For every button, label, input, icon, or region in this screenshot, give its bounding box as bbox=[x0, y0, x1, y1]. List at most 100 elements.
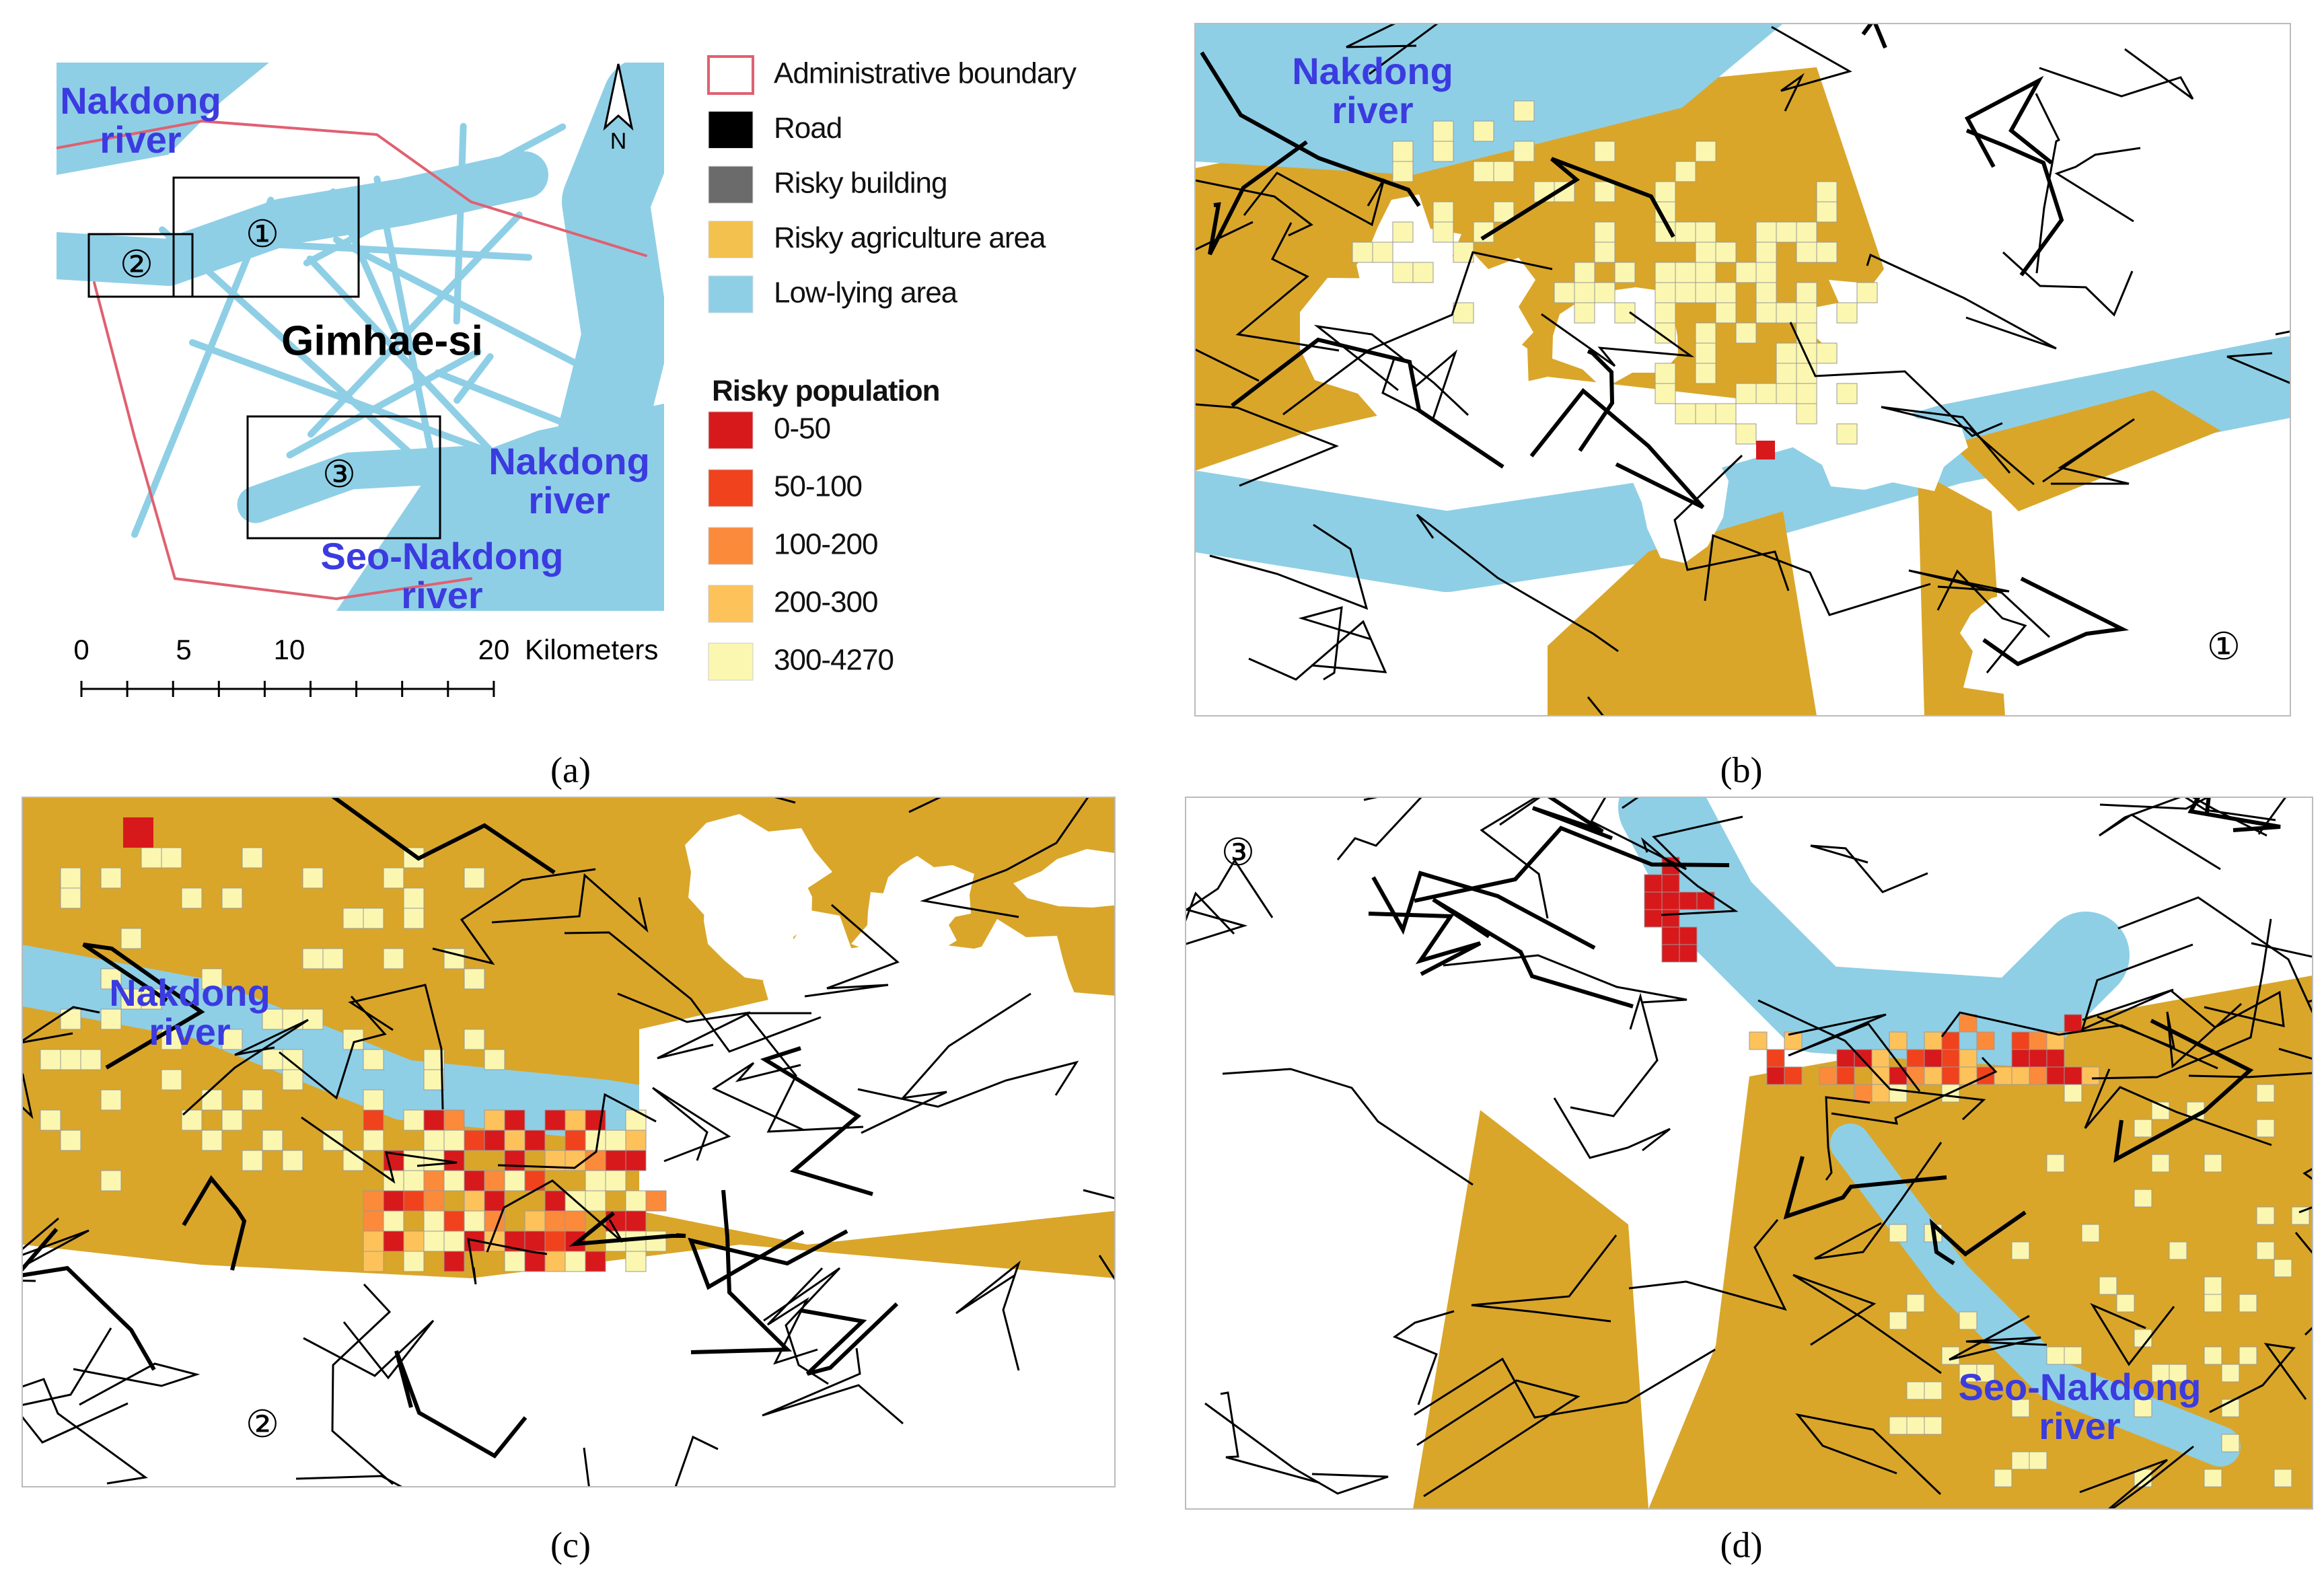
grid-cell bbox=[1796, 242, 1817, 263]
grid-cell bbox=[2221, 1399, 2240, 1418]
road bbox=[2079, 1445, 2194, 1509]
grid-cell bbox=[1594, 141, 1615, 162]
legend-swatch bbox=[708, 165, 754, 204]
grid-cell bbox=[1906, 1066, 1925, 1085]
road bbox=[1825, 1096, 1871, 1181]
grid-cell bbox=[221, 887, 243, 909]
grid-cell bbox=[1735, 322, 1757, 344]
grid-cell bbox=[1959, 1049, 1977, 1068]
road bbox=[1949, 1315, 2047, 1361]
panel-frame bbox=[1194, 23, 2291, 716]
grid-cell bbox=[443, 1130, 465, 1151]
river bbox=[286, 348, 482, 459]
road bbox=[1195, 348, 1260, 382]
grid-cell bbox=[80, 1049, 102, 1070]
grid-cell bbox=[2011, 1241, 2030, 1260]
grid-cell bbox=[1836, 1066, 1855, 1085]
map-label: river bbox=[528, 479, 610, 521]
grid-cell bbox=[1695, 262, 1716, 283]
grid-cell bbox=[1856, 282, 1878, 303]
grid-cell bbox=[2134, 1119, 2152, 1138]
road bbox=[804, 904, 900, 998]
grid-cell bbox=[1755, 221, 1777, 243]
road bbox=[1640, 837, 1739, 916]
grid-cell bbox=[1889, 1311, 1908, 1330]
grid-cell bbox=[2134, 1189, 2152, 1208]
grid-cell bbox=[403, 1170, 425, 1191]
grid-cell bbox=[565, 1230, 586, 1252]
zone-number: ② bbox=[246, 1403, 279, 1446]
grid-cell bbox=[1715, 403, 1737, 425]
caption: (a) bbox=[550, 749, 591, 790]
map-label: river bbox=[100, 118, 181, 161]
grid-cell bbox=[2011, 1451, 2030, 1470]
panel-frame bbox=[1185, 797, 2313, 1510]
road bbox=[301, 1116, 458, 1184]
grid-cell bbox=[524, 1251, 546, 1272]
river bbox=[203, 237, 533, 261]
grid-cell bbox=[1924, 1416, 1942, 1435]
road bbox=[2054, 147, 2141, 223]
grid-cell bbox=[1655, 181, 1676, 203]
road bbox=[1965, 128, 2064, 277]
road bbox=[2183, 797, 2276, 837]
road bbox=[1570, 992, 1659, 1117]
grid-cell bbox=[161, 847, 182, 869]
road bbox=[772, 797, 796, 804]
grid-cell bbox=[2029, 1066, 2047, 1085]
grid-cell bbox=[2046, 1066, 2065, 1085]
grid-cell bbox=[544, 1230, 566, 1252]
grid-cell bbox=[1644, 874, 1663, 893]
road bbox=[1628, 1219, 1787, 1311]
grid-cell bbox=[464, 1210, 485, 1232]
grid-cell bbox=[625, 1251, 647, 1272]
detail-map-3 bbox=[1186, 797, 2313, 1509]
grid-cell bbox=[100, 867, 122, 889]
grid-cell bbox=[423, 1210, 445, 1232]
grid-cell bbox=[2064, 1346, 2082, 1365]
road bbox=[1810, 844, 1928, 893]
grid-cell bbox=[1679, 926, 1698, 945]
grid-cell bbox=[1854, 1084, 1873, 1103]
area bbox=[1781, 270, 2015, 348]
grid-cell bbox=[2046, 1049, 2065, 1068]
grid-cell bbox=[2256, 1206, 2275, 1225]
grid-cell bbox=[1554, 282, 1575, 303]
grid-cell bbox=[1796, 363, 1817, 384]
grid-cell bbox=[120, 928, 142, 949]
grid-cell bbox=[1749, 1031, 1768, 1050]
detail-map-2 bbox=[22, 797, 1115, 1487]
road bbox=[1414, 825, 1730, 903]
grid-cell bbox=[565, 1210, 586, 1232]
road bbox=[2084, 1068, 2272, 1146]
legend-label: 100-200 bbox=[774, 528, 877, 561]
road bbox=[762, 1348, 904, 1425]
river bbox=[453, 353, 494, 404]
road bbox=[2035, 93, 2061, 274]
grid-cell bbox=[484, 1130, 505, 1151]
road bbox=[861, 992, 1031, 1134]
road bbox=[1480, 797, 1549, 919]
grid-cell bbox=[565, 1130, 586, 1151]
grid-cell bbox=[1766, 1049, 1785, 1068]
grid-cell bbox=[1735, 383, 1757, 404]
grid-cell bbox=[2204, 1346, 2222, 1365]
road bbox=[1529, 388, 1705, 509]
road bbox=[1298, 605, 1371, 681]
area bbox=[1013, 849, 1115, 908]
grid-cell bbox=[1661, 874, 1680, 893]
grid-cell bbox=[1819, 1066, 1838, 1085]
grid-cell bbox=[585, 1170, 606, 1191]
legend-swatch bbox=[708, 275, 754, 314]
road bbox=[2298, 1167, 2313, 1214]
grid-cell bbox=[403, 1251, 425, 1272]
road bbox=[2226, 330, 2290, 385]
grid-cell bbox=[443, 1251, 465, 1272]
grid-cell bbox=[1796, 282, 1817, 303]
grid-cell bbox=[1816, 201, 1838, 223]
road bbox=[2188, 1047, 2313, 1078]
grid-cell bbox=[1679, 891, 1698, 910]
grid-cell bbox=[1715, 282, 1737, 303]
grid-cell bbox=[1574, 282, 1595, 303]
road bbox=[1200, 51, 1421, 207]
